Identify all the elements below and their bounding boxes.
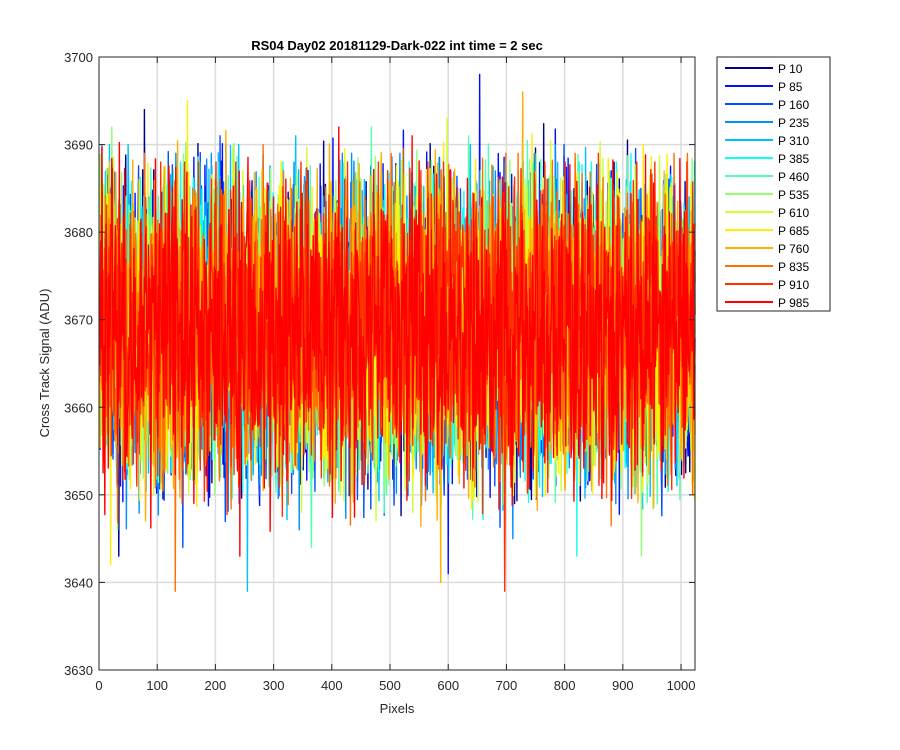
x-tick-label: 300 bbox=[263, 678, 285, 693]
legend-label: P 910 bbox=[778, 278, 809, 292]
y-tick-label: 3660 bbox=[64, 400, 93, 415]
legend-label: P 835 bbox=[778, 260, 809, 274]
x-tick-label: 100 bbox=[146, 678, 168, 693]
legend-label: P 685 bbox=[778, 224, 809, 238]
x-tick-label: 500 bbox=[379, 678, 401, 693]
x-tick-label: 600 bbox=[437, 678, 459, 693]
y-axis-label: Cross Track Signal (ADU) bbox=[37, 289, 52, 438]
chart-title: RS04 Day02 20181129-Dark-022 int time = … bbox=[251, 38, 543, 53]
legend-label: P 10 bbox=[778, 62, 803, 76]
series-group bbox=[98, 73, 696, 592]
x-axis-label: Pixels bbox=[380, 701, 415, 716]
legend-label: P 535 bbox=[778, 188, 809, 202]
legend-label: P 610 bbox=[778, 206, 809, 220]
x-tick-label: 0 bbox=[95, 678, 102, 693]
legend-label: P 385 bbox=[778, 152, 809, 166]
plot-frame bbox=[98, 56, 696, 671]
y-tick-label: 3700 bbox=[64, 50, 93, 65]
legend-box bbox=[716, 56, 831, 312]
legend-label: P 85 bbox=[778, 80, 803, 94]
x-tick-label: 700 bbox=[496, 678, 518, 693]
x-tick-label: 400 bbox=[321, 678, 343, 693]
x-tick-label: 900 bbox=[612, 678, 634, 693]
legend-label: P 760 bbox=[778, 242, 809, 256]
legend-label: P 235 bbox=[778, 116, 809, 130]
y-tick-label: 3670 bbox=[64, 313, 93, 328]
legend: P 10 P 85 P 160 P 235 P 310 P 385 P 460 P 535 P … bbox=[716, 56, 831, 312]
y-tick-label: 3640 bbox=[64, 575, 93, 590]
legend-label: P 160 bbox=[778, 98, 809, 112]
y-tick-label: 3630 bbox=[64, 663, 93, 678]
y-tick-label: 3690 bbox=[64, 138, 93, 153]
y-tick-label: 3680 bbox=[64, 225, 93, 240]
series-line bbox=[98, 126, 696, 557]
legend-label: P 310 bbox=[778, 134, 809, 148]
legend-label: P 460 bbox=[778, 170, 809, 184]
ticks: 0 100 200 300 400 500 600 700 800 900 1000 3630 3640… bbox=[64, 50, 695, 693]
y-tick-label: 3650 bbox=[64, 488, 93, 503]
x-tick-label: 1000 bbox=[667, 678, 696, 693]
legend-label: P 985 bbox=[778, 296, 809, 310]
x-tick-label: 800 bbox=[554, 678, 576, 693]
x-tick-label: 200 bbox=[205, 678, 227, 693]
